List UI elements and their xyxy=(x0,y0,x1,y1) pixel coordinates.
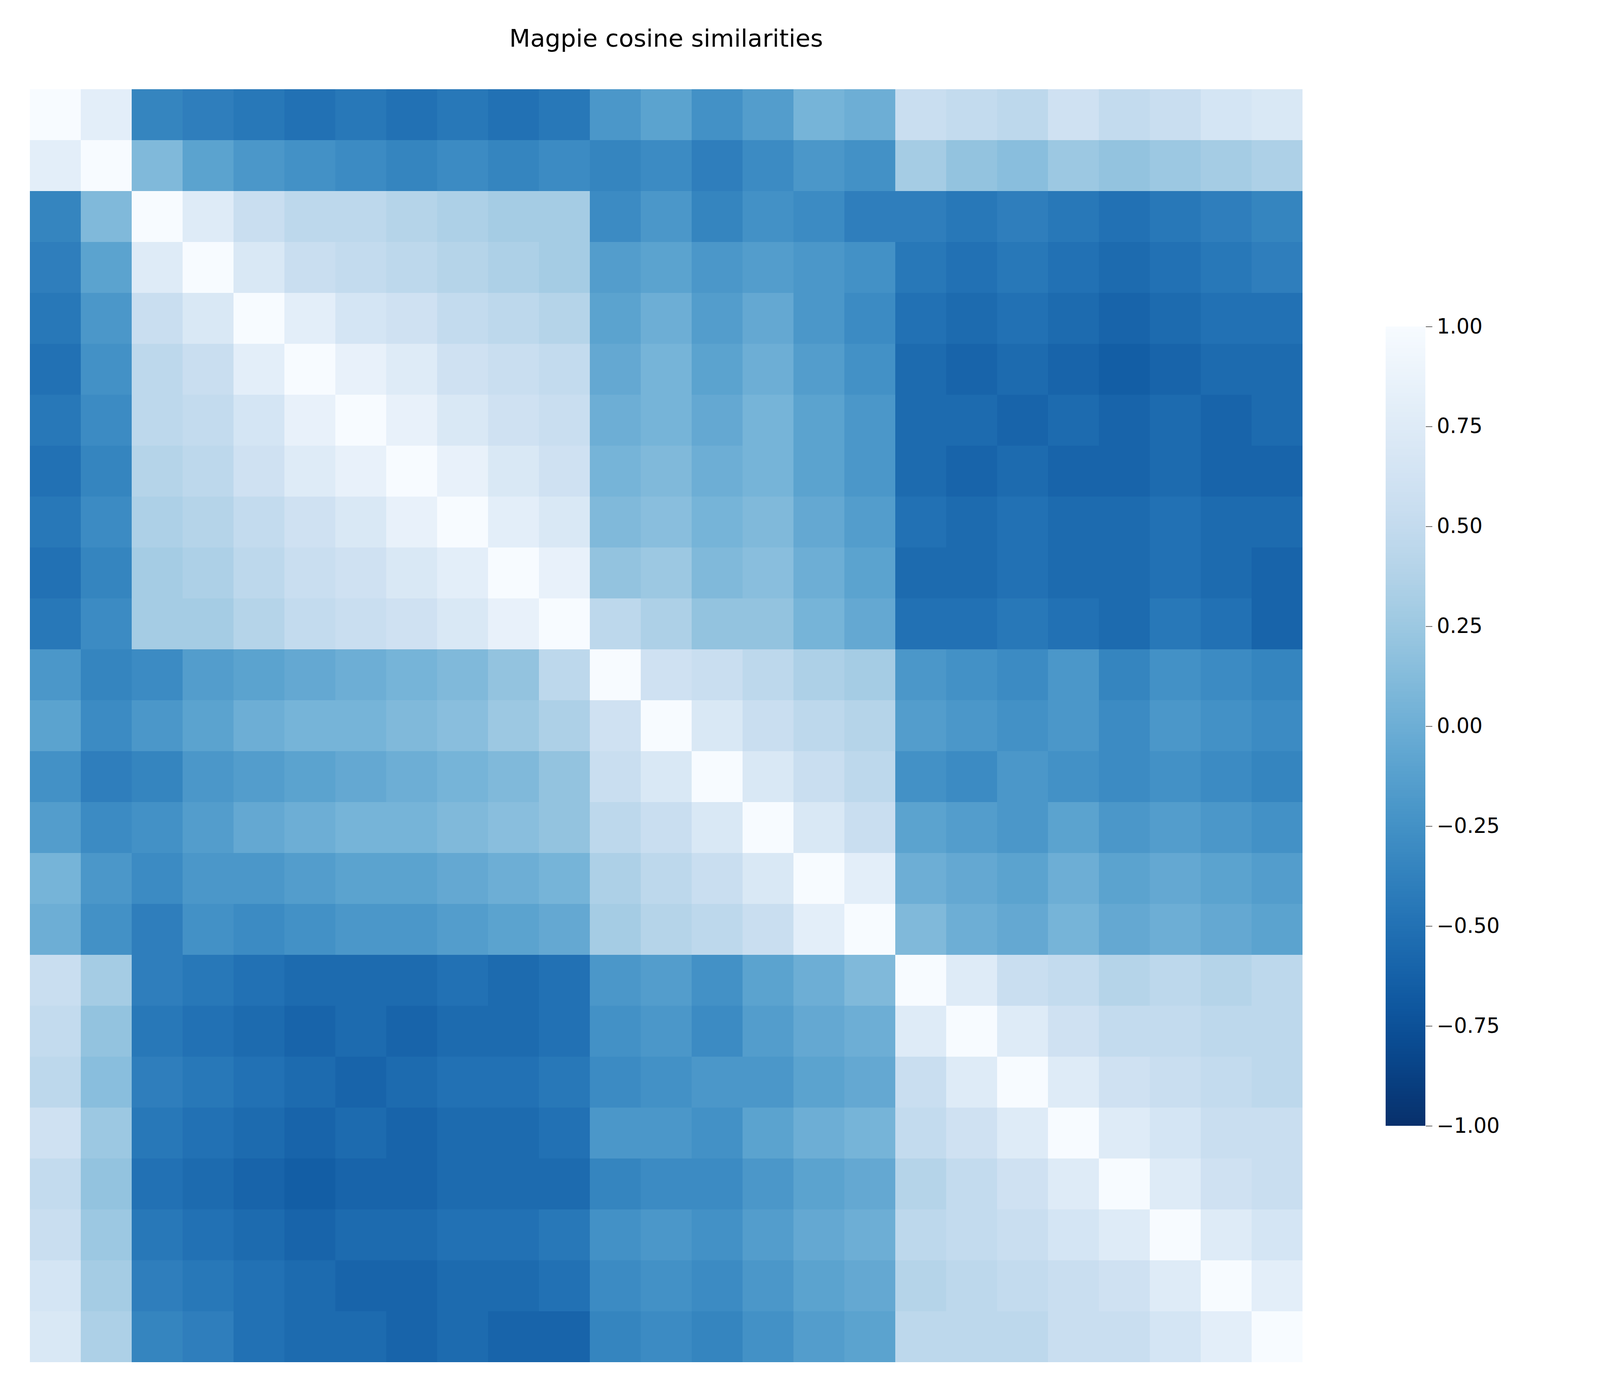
svg-text:−0.75: −0.75 xyxy=(1437,1013,1501,1038)
svg-text:0.50: 0.50 xyxy=(1437,513,1483,538)
svg-text:0.00: 0.00 xyxy=(1437,713,1483,738)
svg-text:−1.00: −1.00 xyxy=(1437,1113,1501,1138)
svg-text:0.25: 0.25 xyxy=(1437,613,1483,638)
svg-text:1.00: 1.00 xyxy=(1437,314,1483,339)
svg-text:−0.25: −0.25 xyxy=(1437,813,1501,838)
html-text:Magpie cosine similarities: Magpie cosine similarities xyxy=(509,24,824,53)
svg-text:0.75: 0.75 xyxy=(1437,413,1483,438)
svg-text:−0.50: −0.50 xyxy=(1437,913,1501,938)
